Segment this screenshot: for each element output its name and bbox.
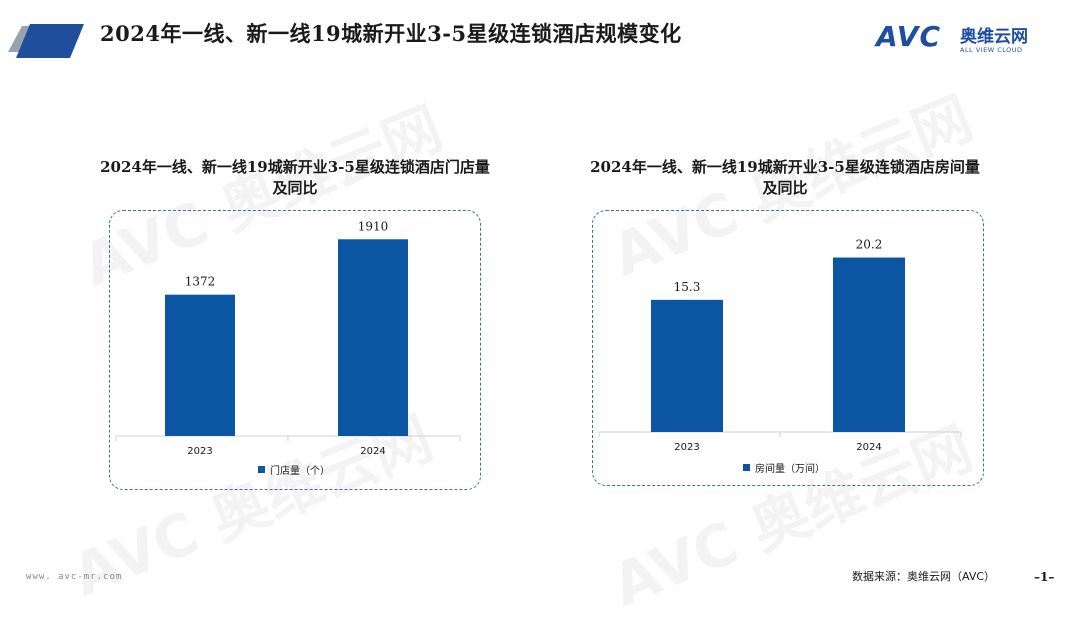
footer-url: www. avc-mr.com [26, 572, 123, 582]
data-label-2023: 1372 [185, 275, 216, 289]
bar-2023 [165, 294, 235, 436]
chart2-panel [592, 210, 984, 486]
chart1-title: 2024年一线、新一线19城新开业3-5星级连锁酒店门店量 及同比 [90, 157, 500, 199]
logo-cn-text: 奥维云网 [960, 27, 1028, 47]
chart1-plot: 1372 2023 1910 2024 门店量（个） [115, 219, 461, 477]
logo-en-text: ALL VIEW CLOUD [960, 46, 1023, 54]
page-number: –1– [1034, 570, 1055, 584]
x-tick-label-2024: 2024 [360, 446, 385, 457]
header-decoration [8, 24, 84, 58]
chart1-panel [109, 210, 481, 490]
chart1-title-line2: 及同比 [272, 179, 318, 197]
bar-2024 [338, 239, 408, 436]
x-tick-label-2023: 2023 [187, 446, 212, 457]
page-title: 2024年一线、新一线19城新开业3-5星级连锁酒店规模变化 [100, 21, 682, 46]
data-label-2023: 15.3 [674, 280, 701, 294]
legend-label: 房间量（万间） [755, 462, 825, 475]
chart2-title: 2024年一线、新一线19城新开业3-5星级连锁酒店房间量 及同比 [580, 157, 990, 199]
data-source: 数据来源：奥维云网（AVC） [852, 570, 996, 583]
legend-swatch [258, 466, 265, 473]
x-tick-label-2024: 2024 [856, 442, 881, 453]
bar-2023 [651, 299, 723, 432]
bar-2024 [833, 257, 905, 432]
data-label-2024: 20.2 [856, 238, 883, 252]
logo-text: AVC [876, 20, 941, 53]
chart2-plot: 15.3 2023 20.2 2024 房间量（万间） [598, 238, 962, 475]
x-tick-label-2023: 2023 [674, 442, 699, 453]
avc-logo: AVC 奥维云网 ALL VIEW CLOUD [876, 20, 1056, 60]
legend-swatch [743, 464, 750, 471]
chart1-title-line1: 2024年一线、新一线19城新开业3-5星级连锁酒店门店量 [100, 158, 490, 176]
chart2-title-line2: 及同比 [762, 179, 808, 197]
data-label-2024: 1910 [358, 219, 389, 233]
chart2-title-line1: 2024年一线、新一线19城新开业3-5星级连锁酒店房间量 [590, 158, 980, 176]
legend-label: 门店量（个） [270, 464, 330, 477]
